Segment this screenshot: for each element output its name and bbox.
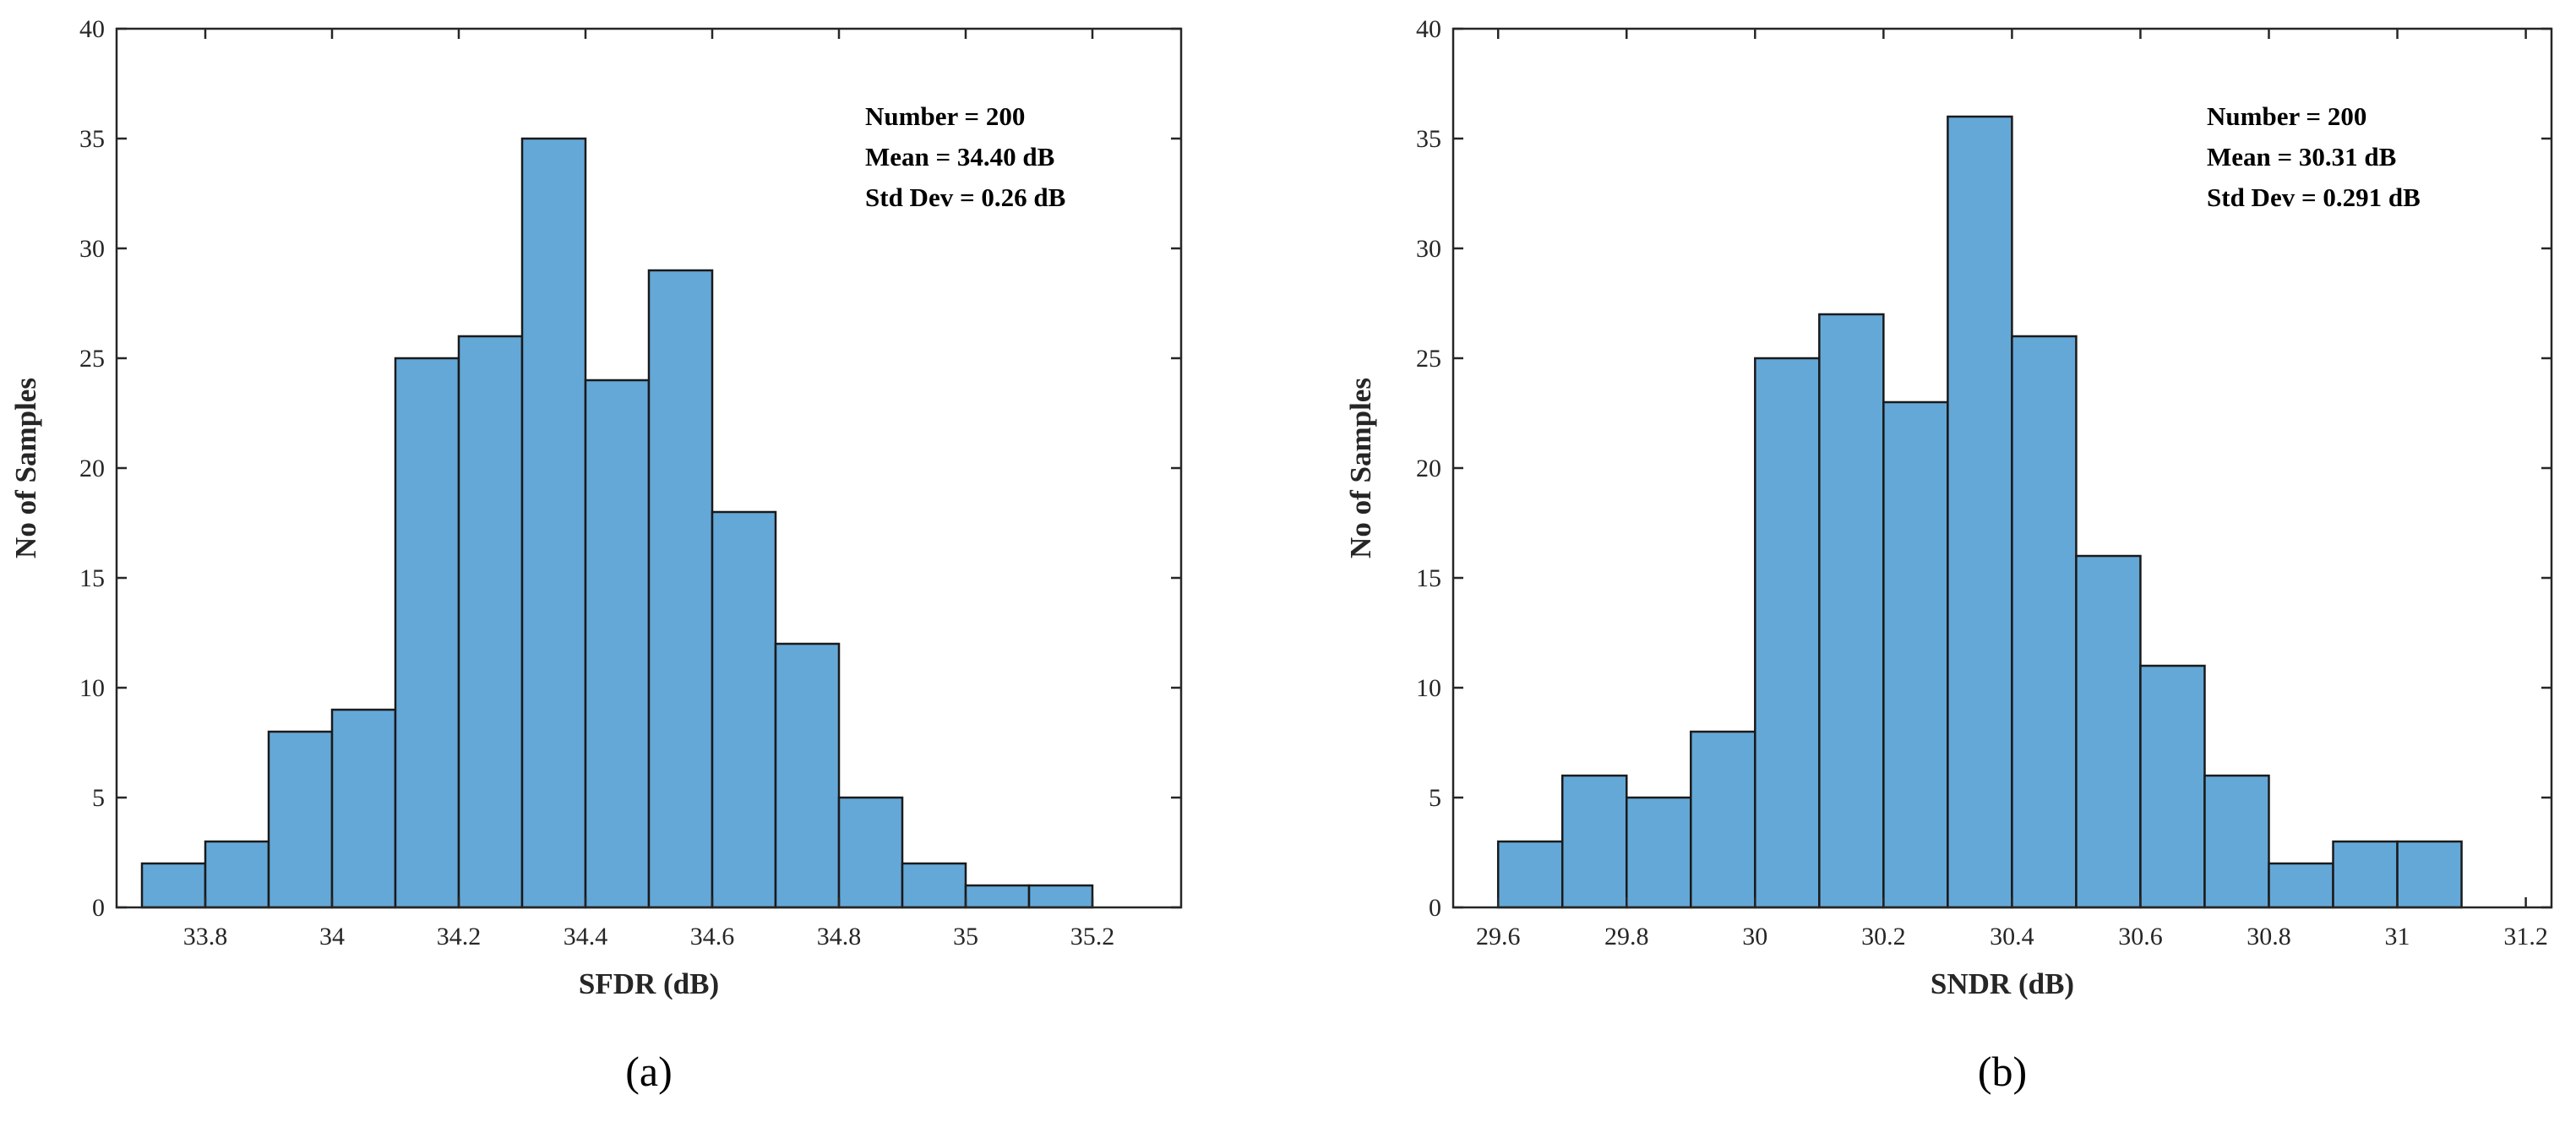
- histogram-bar: [647, 269, 714, 909]
- x-tick-label: 31.2: [2503, 923, 2548, 950]
- histogram-bar: [774, 642, 841, 909]
- y-tick-label: 20: [1416, 455, 1441, 482]
- histogram-bar: [711, 510, 777, 909]
- y-tick-label: 10: [1416, 674, 1441, 702]
- y-tick-label: 35: [79, 125, 105, 153]
- histogram-bar: [2268, 862, 2334, 909]
- stats-annotation-line: Std Dev = 0.26 dB: [865, 182, 1065, 212]
- histogram-bar: [1754, 357, 1821, 909]
- histogram-bar: [1882, 400, 1949, 909]
- histogram-bar: [1690, 730, 1756, 909]
- y-tick-label: 20: [79, 455, 105, 482]
- x-tick-label: 35: [953, 923, 978, 950]
- y-tick-label: 25: [79, 345, 105, 373]
- histogram-bar: [1626, 796, 1692, 909]
- subfigure-caption: (b): [1978, 1048, 2027, 1095]
- x-axis-title: SNDR (dB): [1931, 967, 2074, 1000]
- histogram-bar: [964, 884, 1031, 909]
- y-tick-label: 40: [79, 15, 105, 43]
- y-axis-title: No of Samples: [9, 378, 42, 558]
- histogram-bar: [2332, 840, 2399, 909]
- histogram-bar: [204, 840, 270, 909]
- histogram-sfdr: 0 5 10 15 20 25 30 35 40 33.8 34 34.2 34.4 34.6 34.8 35…: [9, 15, 1183, 1095]
- y-tick-label: 40: [1416, 15, 1441, 43]
- histogram-bar: [2396, 840, 2463, 909]
- stats-annotation-line: Number = 200: [865, 101, 1025, 131]
- y-tick-label: 30: [79, 235, 105, 263]
- stats-annotation-line: Number = 200: [2207, 101, 2366, 131]
- y-tick-label: 5: [92, 784, 105, 812]
- histogram-bar: [1818, 313, 1885, 909]
- y-tick-label: 0: [1429, 894, 1441, 922]
- x-tick-label: 29.8: [1604, 923, 1649, 950]
- histogram-bar: [394, 357, 460, 909]
- x-tick-label: 31: [2385, 923, 2410, 950]
- y-tick-label: 30: [1416, 235, 1441, 263]
- y-tick-label: 10: [79, 674, 105, 702]
- x-tick-label: 30.4: [1990, 923, 2034, 950]
- histogram-bar: [1560, 774, 1628, 909]
- histogram-bar: [2139, 664, 2206, 909]
- x-tick-label: 33.8: [183, 923, 228, 950]
- histogram-sndr: 0 5 10 15 20 25 30 35 40 29.6 29.8 30 30.2 30.4 30.6 30…: [1344, 15, 2553, 1095]
- stats-annotation-line: Mean = 34.40 dB: [865, 142, 1054, 172]
- histogram-bar: [584, 379, 651, 909]
- y-tick-label: 5: [1429, 784, 1441, 812]
- stats-annotation-line: Mean = 30.31 dB: [2207, 142, 2396, 172]
- y-tick-label: 15: [79, 564, 105, 592]
- histogram-bar: [267, 730, 334, 909]
- histogram-bar: [330, 708, 397, 909]
- histogram-bar: [140, 862, 207, 909]
- histogram-bar: [1027, 884, 1094, 909]
- x-tick-label: 34.2: [437, 923, 482, 950]
- x-tick-label: 30: [1742, 923, 1767, 950]
- histogram-bar: [457, 335, 524, 909]
- x-tick-label: 34: [319, 923, 345, 950]
- stats-annotation-line: Std Dev = 0.291 dB: [2207, 182, 2421, 212]
- histogram-bar: [520, 137, 587, 909]
- histogram-bar: [2203, 774, 2270, 909]
- x-tick-label: 35.2: [1070, 923, 1115, 950]
- subfigure-caption: (a): [625, 1048, 673, 1095]
- x-tick-label: 34.8: [817, 923, 862, 950]
- y-tick-label: 15: [1416, 564, 1441, 592]
- histogram-bar: [2011, 335, 2078, 909]
- histogram-bar: [901, 862, 967, 909]
- x-tick-label: 30.6: [2118, 923, 2163, 950]
- x-tick-label: 34.4: [564, 923, 608, 950]
- x-tick-label: 30.2: [1861, 923, 1906, 950]
- x-tick-label: 29.6: [1476, 923, 1521, 950]
- histogram-bar: [2075, 554, 2142, 909]
- histogram-bar: [1496, 840, 1564, 909]
- y-tick-label: 25: [1416, 345, 1441, 373]
- y-tick-label: 0: [92, 894, 105, 922]
- y-tick-label: 35: [1416, 125, 1441, 153]
- x-axis-title: SFDR (dB): [579, 967, 719, 1000]
- histogram-bar: [837, 796, 904, 909]
- x-tick-label: 34.6: [690, 923, 735, 950]
- y-axis-title: No of Samples: [1344, 378, 1377, 558]
- x-tick-label: 30.8: [2247, 923, 2291, 950]
- histogram-bar: [1947, 115, 2013, 909]
